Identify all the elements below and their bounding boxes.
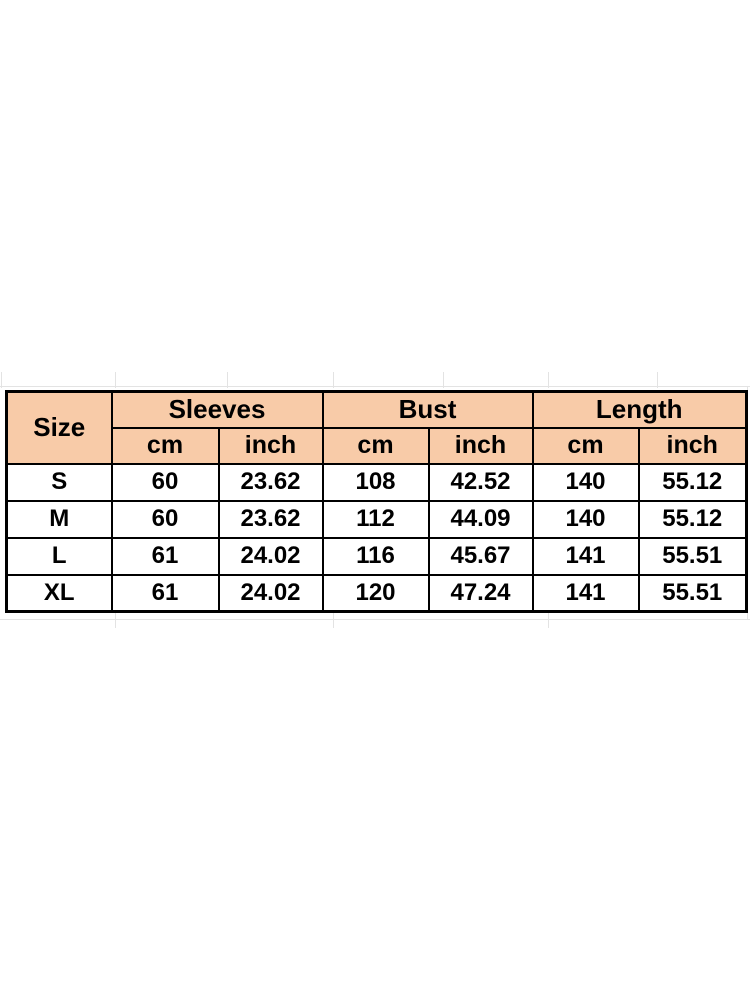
- table-cell: 141: [531, 573, 640, 613]
- table-cell: 108: [321, 462, 430, 502]
- spreadsheet-gridline: [548, 372, 549, 388]
- table-cell: 140: [531, 462, 640, 502]
- table-cell: 116: [321, 536, 430, 576]
- table-cell: 60: [110, 462, 220, 502]
- spreadsheet-gridline: [333, 372, 334, 388]
- table-cell: 44.09: [427, 499, 534, 539]
- spreadsheet-gridline: [115, 613, 116, 628]
- table-cell: 120: [321, 573, 430, 613]
- spreadsheet-gridline: [657, 372, 658, 388]
- header-group-sleeves: Sleeves: [110, 390, 324, 429]
- header-size: Size: [5, 390, 113, 465]
- table-cell: 23.62: [217, 462, 324, 502]
- header-unit-sleeves-cm: cm: [110, 426, 220, 465]
- spreadsheet-gridline: [548, 613, 549, 628]
- table-cell: 45.67: [427, 536, 534, 576]
- table-cell: 61: [110, 536, 220, 576]
- header-unit-length-inch: inch: [637, 426, 748, 465]
- table-cell: 55.12: [637, 499, 748, 539]
- table-cell: 55.51: [637, 573, 748, 613]
- table-cell: 55.12: [637, 462, 748, 502]
- table-cell: 112: [321, 499, 430, 539]
- table-cell: 24.02: [217, 573, 324, 613]
- size-chart-table: Size Sleeves Bust Length cm inch cm inch…: [5, 390, 748, 613]
- table-cell: 61: [110, 573, 220, 613]
- header-unit-length-cm: cm: [531, 426, 640, 465]
- header-group-bust: Bust: [321, 390, 534, 429]
- size-cell: L: [5, 536, 113, 576]
- table-cell: 55.51: [637, 536, 748, 576]
- table-cell: 24.02: [217, 536, 324, 576]
- spreadsheet-gridline: [1, 372, 2, 388]
- table-cell: 140: [531, 499, 640, 539]
- size-cell: XL: [5, 573, 113, 613]
- table-row-m: M 60 23.62 112 44.09 140 55.12: [5, 499, 748, 539]
- header-group-length: Length: [531, 390, 748, 429]
- size-cell: M: [5, 499, 113, 539]
- header-unit-bust-cm: cm: [321, 426, 430, 465]
- header-unit-bust-inch: inch: [427, 426, 534, 465]
- spreadsheet-gridline: [227, 372, 228, 388]
- table-row-s: S 60 23.62 108 42.52 140 55.12: [5, 462, 748, 502]
- table-cell: 23.62: [217, 499, 324, 539]
- size-cell: S: [5, 462, 113, 502]
- spreadsheet-gridline: [443, 372, 444, 388]
- spreadsheet-gridline: [115, 372, 116, 388]
- spreadsheet-gridline: [333, 613, 334, 628]
- table-cell: 47.24: [427, 573, 534, 613]
- spreadsheet-gridline: [0, 386, 750, 387]
- table-cell: 42.52: [427, 462, 534, 502]
- spreadsheet-gridline: [0, 619, 750, 620]
- table-row-xl: XL 61 24.02 120 47.24 141 55.51: [5, 573, 748, 613]
- table-cell: 60: [110, 499, 220, 539]
- table-cell: 141: [531, 536, 640, 576]
- header-unit-sleeves-inch: inch: [217, 426, 324, 465]
- table-row-l: L 61 24.02 116 45.67 141 55.51: [5, 536, 748, 576]
